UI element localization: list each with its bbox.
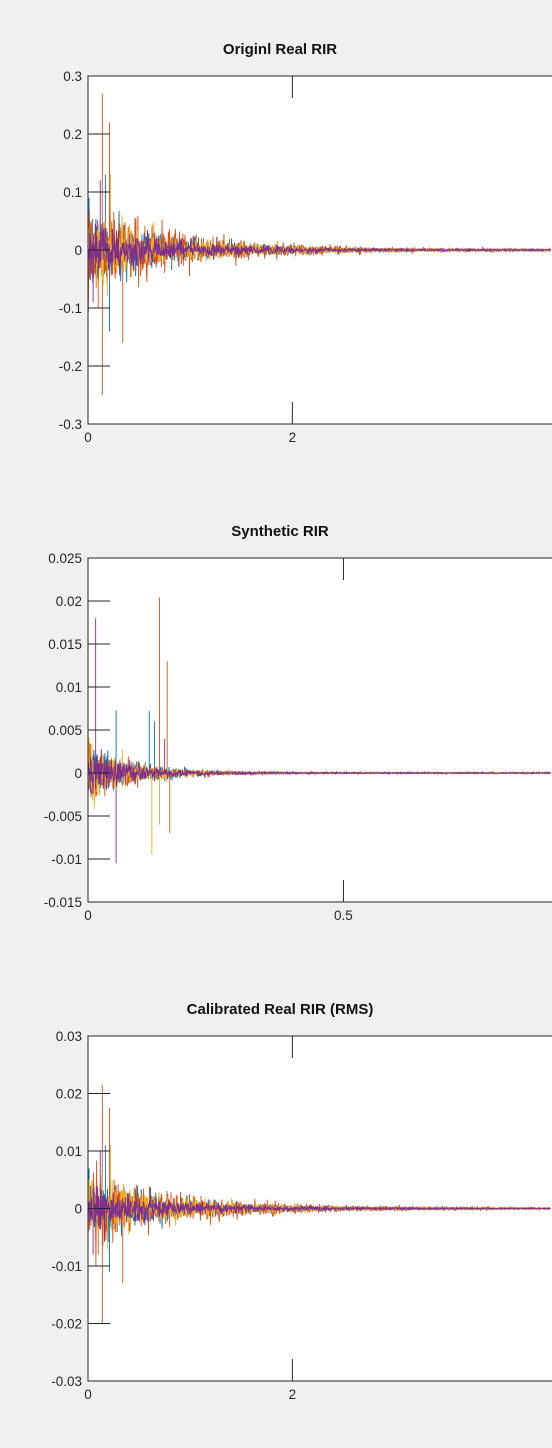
series-layer-1 [87,93,552,395]
y-tick-label: 0 [74,243,82,258]
y-tick-label: 0.01 [56,1144,82,1159]
y-tick-label: 0.015 [48,637,82,652]
x-tick-label: 0 [84,908,92,923]
series-2-4-line [87,618,551,864]
y-tick-label: -0.02 [51,1317,82,1332]
x-tick-label: 0.5 [334,908,353,923]
y-tick-label: -0.015 [44,895,82,910]
y-tick-label: 0 [74,1202,82,1217]
chart-title-2: Synthetic RIR [231,523,329,540]
chart-title-1: Originl Real RIR [223,41,337,58]
subplot-2: 0.025 0.02 0.015 0.01 0.005 0 -0.005 -0.01 -0.01… [44,523,552,923]
y-tick-label: 0.1 [63,185,82,200]
y-tick-label: 0.005 [48,723,82,738]
x-tick-label: 2 [289,1387,297,1402]
y-tick-label: 0.025 [48,551,82,566]
chart-title-3: Calibrated Real RIR (RMS) [187,1001,374,1018]
axes-layer-3: 0.030.020.010-0.01-0.02-0.030 2 [51,1029,552,1402]
y-tick-label: 0.02 [56,594,82,609]
subplot-1: 0.30.20.10-0.1-0.2-0.30 2 Originl Real RI… [59,41,552,445]
y-tick-label: 0 [74,766,82,781]
subplot-3: 0.030.020.010-0.01-0.02-0.030 2 Calibrate… [51,1001,552,1402]
y-tick-label: 0.03 [56,1029,82,1044]
y-tick-label: 0.02 [56,1087,82,1102]
series-layer-2 [87,597,551,864]
y-tick-label: 0.2 [63,127,82,142]
y-tick-label: -0.03 [51,1374,82,1389]
axes-layer-1: 0.30.20.10-0.1-0.2-0.30 2 [59,69,552,445]
x-tick-label: 2 [289,430,297,445]
y-tick-label: -0.2 [59,359,82,374]
x-tick-label: 0 [84,1387,92,1402]
y-tick-label: -0.01 [51,852,82,867]
y-tick-label: -0.005 [44,809,82,824]
y-tick-label: -0.3 [59,417,82,432]
axes-layer-2: 0.025 0.02 0.015 0.01 0.005 0 -0.005 -0.01 -0.01… [44,551,552,923]
x-tick-label: 0 [84,430,92,445]
y-tick-label: 0.01 [56,680,82,695]
y-tick-label: 0.3 [63,69,82,84]
plot-area-2 [88,558,552,902]
y-tick-label: -0.01 [51,1259,82,1274]
y-tick-label: -0.1 [59,301,82,316]
series-3-4-line [87,1151,551,1255]
